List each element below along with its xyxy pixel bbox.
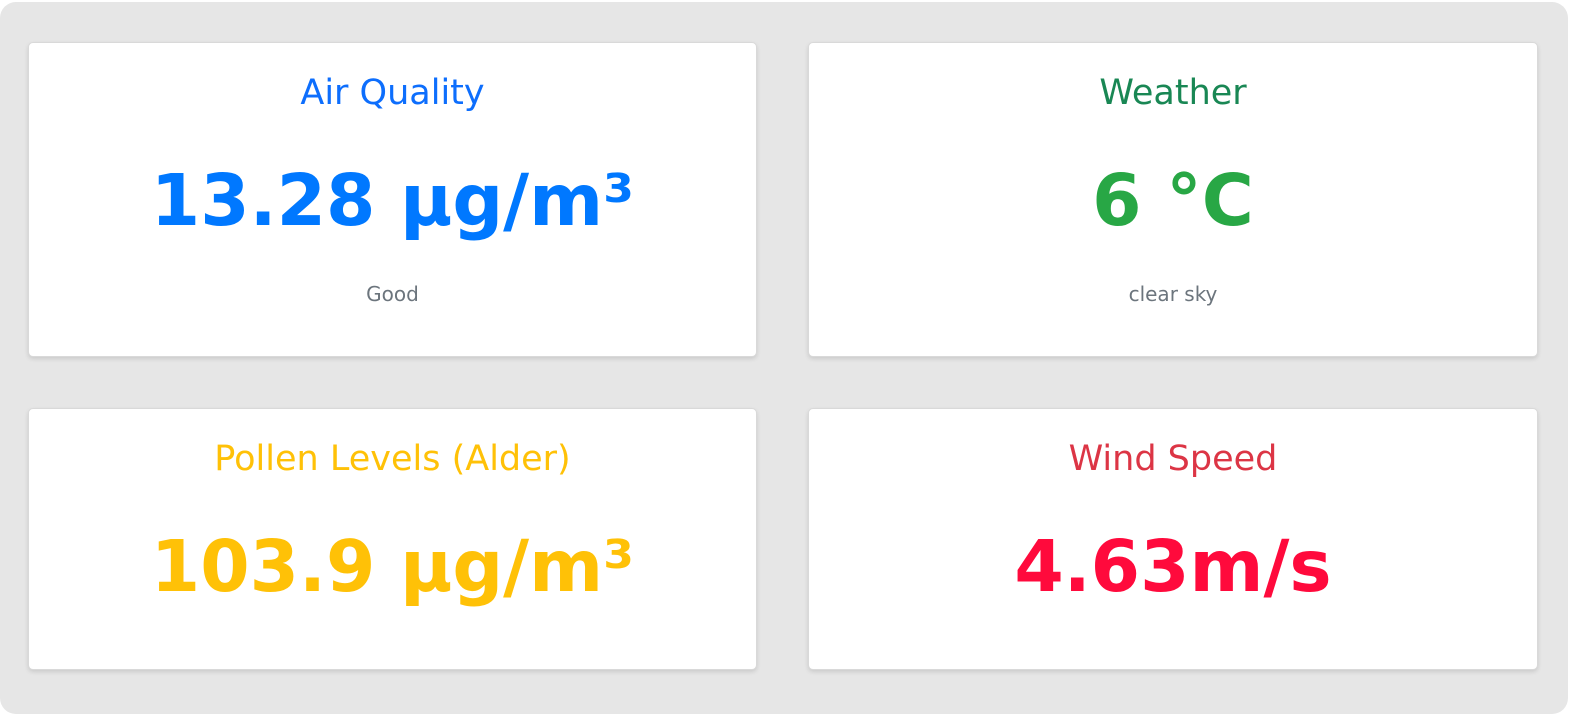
- weather-temperature: 6 °C: [1092, 159, 1254, 242]
- wind-speed-value: 4.63m/s: [1014, 525, 1332, 608]
- weather-title: Weather: [1099, 73, 1247, 113]
- weather-card: Weather 6 °C clear sky: [808, 42, 1538, 357]
- air-quality-title: Air Quality: [300, 73, 485, 113]
- pollen-title: Pollen Levels (Alder): [214, 439, 571, 479]
- pollen-value: 103.9 µg/m³: [150, 525, 635, 608]
- air-quality-value: 13.28 µg/m³: [150, 159, 635, 242]
- wind-speed-title: Wind Speed: [1068, 439, 1278, 479]
- pollen-card: Pollen Levels (Alder) 103.9 µg/m³: [28, 408, 757, 670]
- weather-description: clear sky: [1128, 282, 1218, 306]
- air-quality-status: Good: [366, 282, 419, 306]
- air-quality-card: Air Quality 13.28 µg/m³ Good: [28, 42, 757, 357]
- wind-speed-card: Wind Speed 4.63m/s: [808, 408, 1538, 670]
